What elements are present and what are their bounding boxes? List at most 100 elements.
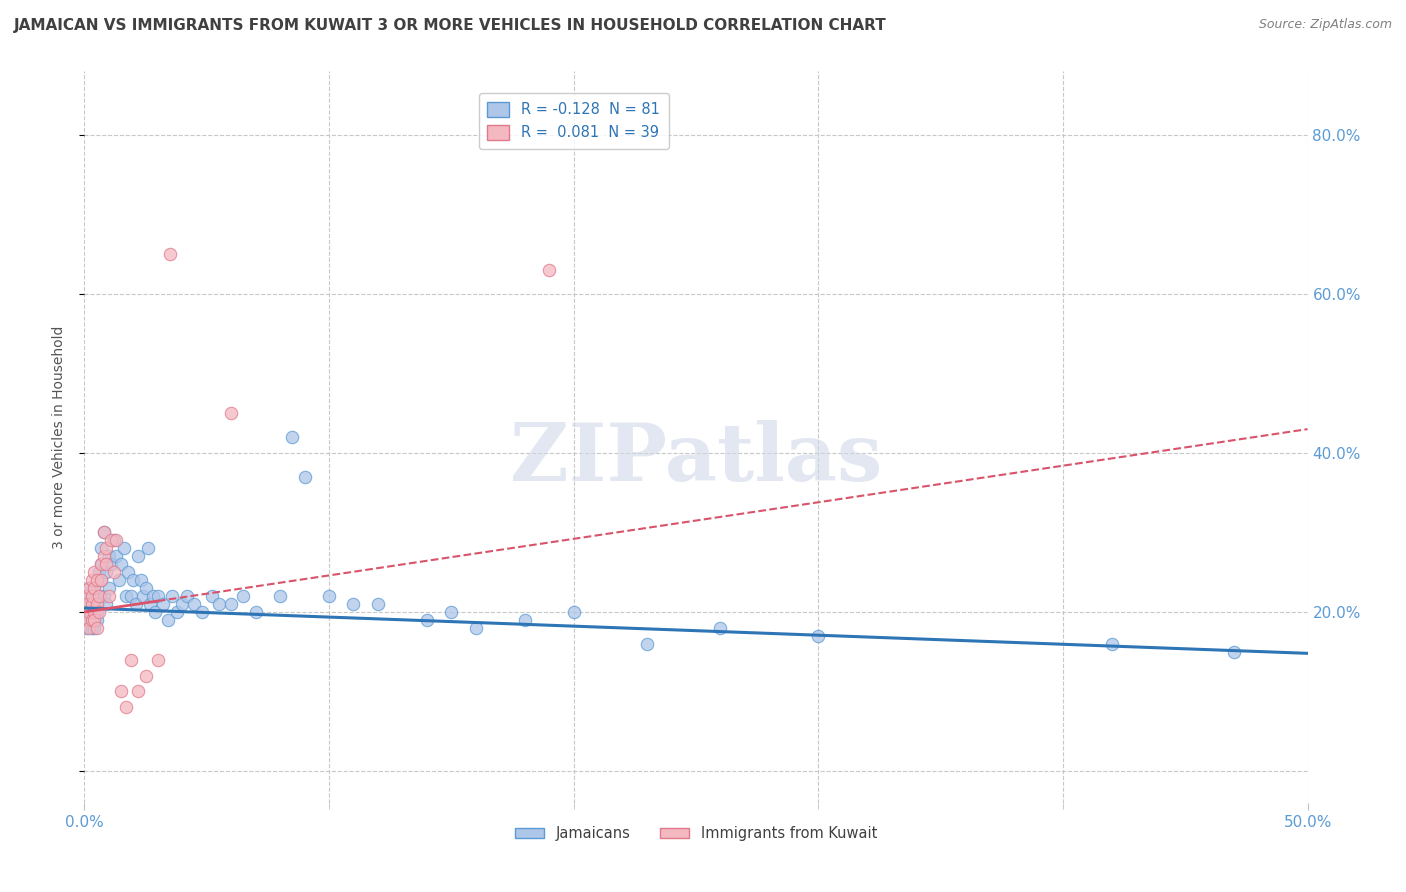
Point bbox=[538, 263, 561, 277]
Point bbox=[76, 597, 98, 611]
Point bbox=[80, 613, 103, 627]
Point bbox=[76, 597, 98, 611]
Point bbox=[80, 597, 103, 611]
Point bbox=[96, 597, 118, 611]
Point bbox=[162, 589, 184, 603]
Point bbox=[87, 605, 110, 619]
Point bbox=[86, 597, 108, 611]
Point bbox=[120, 653, 142, 667]
Point bbox=[132, 589, 155, 603]
Point bbox=[77, 581, 100, 595]
Point bbox=[135, 668, 157, 682]
Y-axis label: 3 or more Vehicles in Household: 3 or more Vehicles in Household bbox=[52, 326, 66, 549]
Point bbox=[107, 573, 129, 587]
Point bbox=[115, 700, 138, 714]
Point bbox=[97, 549, 120, 564]
Point bbox=[807, 629, 830, 643]
Point bbox=[80, 605, 103, 619]
Point bbox=[93, 549, 115, 564]
Point bbox=[269, 589, 291, 603]
Point bbox=[87, 589, 110, 603]
Point bbox=[172, 597, 194, 611]
Point bbox=[87, 566, 110, 580]
Point bbox=[97, 589, 120, 603]
Point bbox=[87, 589, 110, 603]
Point bbox=[464, 621, 486, 635]
Point bbox=[80, 597, 103, 611]
Point bbox=[77, 613, 100, 627]
Point bbox=[100, 533, 122, 548]
Point bbox=[73, 605, 96, 619]
Point bbox=[93, 525, 115, 540]
Point bbox=[115, 589, 138, 603]
Point bbox=[142, 589, 165, 603]
Point bbox=[77, 589, 100, 603]
Point bbox=[159, 247, 181, 261]
Point bbox=[86, 613, 108, 627]
Text: ZIPatlas: ZIPatlas bbox=[510, 420, 882, 498]
Point bbox=[103, 533, 125, 548]
Point bbox=[120, 589, 142, 603]
Point bbox=[83, 566, 105, 580]
Point bbox=[83, 597, 105, 611]
Text: JAMAICAN VS IMMIGRANTS FROM KUWAIT 3 OR MORE VEHICLES IN HOUSEHOLD CORRELATION C: JAMAICAN VS IMMIGRANTS FROM KUWAIT 3 OR … bbox=[14, 18, 887, 33]
Point bbox=[129, 573, 152, 587]
Point bbox=[77, 581, 100, 595]
Point bbox=[93, 525, 115, 540]
Point bbox=[152, 597, 174, 611]
Point bbox=[80, 621, 103, 635]
Point bbox=[200, 589, 222, 603]
Point bbox=[143, 605, 166, 619]
Point bbox=[83, 621, 105, 635]
Point bbox=[80, 589, 103, 603]
Point bbox=[117, 566, 139, 580]
Point bbox=[127, 549, 149, 564]
Point bbox=[139, 597, 162, 611]
Point bbox=[90, 541, 112, 556]
Point bbox=[86, 589, 108, 603]
Point bbox=[208, 597, 231, 611]
Point bbox=[105, 549, 128, 564]
Point bbox=[76, 589, 98, 603]
Point bbox=[103, 566, 125, 580]
Point bbox=[110, 558, 132, 572]
Point bbox=[83, 581, 105, 595]
Point bbox=[219, 406, 242, 420]
Point bbox=[245, 605, 267, 619]
Point bbox=[80, 573, 103, 587]
Point bbox=[90, 558, 112, 572]
Point bbox=[76, 589, 98, 603]
Point bbox=[416, 613, 439, 627]
Point bbox=[90, 573, 112, 587]
Point bbox=[146, 653, 169, 667]
Point bbox=[86, 597, 108, 611]
Point bbox=[83, 581, 105, 595]
Point bbox=[125, 597, 148, 611]
Point bbox=[110, 684, 132, 698]
Point bbox=[112, 541, 135, 556]
Point bbox=[191, 605, 214, 619]
Point bbox=[86, 573, 108, 587]
Point bbox=[96, 566, 118, 580]
Point bbox=[1101, 637, 1123, 651]
Text: Source: ZipAtlas.com: Source: ZipAtlas.com bbox=[1258, 18, 1392, 31]
Point bbox=[219, 597, 242, 611]
Point bbox=[318, 589, 340, 603]
Point bbox=[156, 613, 179, 627]
Point bbox=[183, 597, 205, 611]
Point bbox=[83, 613, 105, 627]
Point bbox=[135, 581, 157, 595]
Point bbox=[176, 589, 198, 603]
Point bbox=[80, 589, 103, 603]
Point bbox=[232, 589, 254, 603]
Point bbox=[76, 613, 98, 627]
Point bbox=[90, 558, 112, 572]
Point bbox=[97, 581, 120, 595]
Point bbox=[1223, 645, 1246, 659]
Point bbox=[83, 605, 105, 619]
Point bbox=[105, 533, 128, 548]
Point bbox=[513, 613, 536, 627]
Point bbox=[96, 558, 118, 572]
Point bbox=[146, 589, 169, 603]
Point bbox=[83, 613, 105, 627]
